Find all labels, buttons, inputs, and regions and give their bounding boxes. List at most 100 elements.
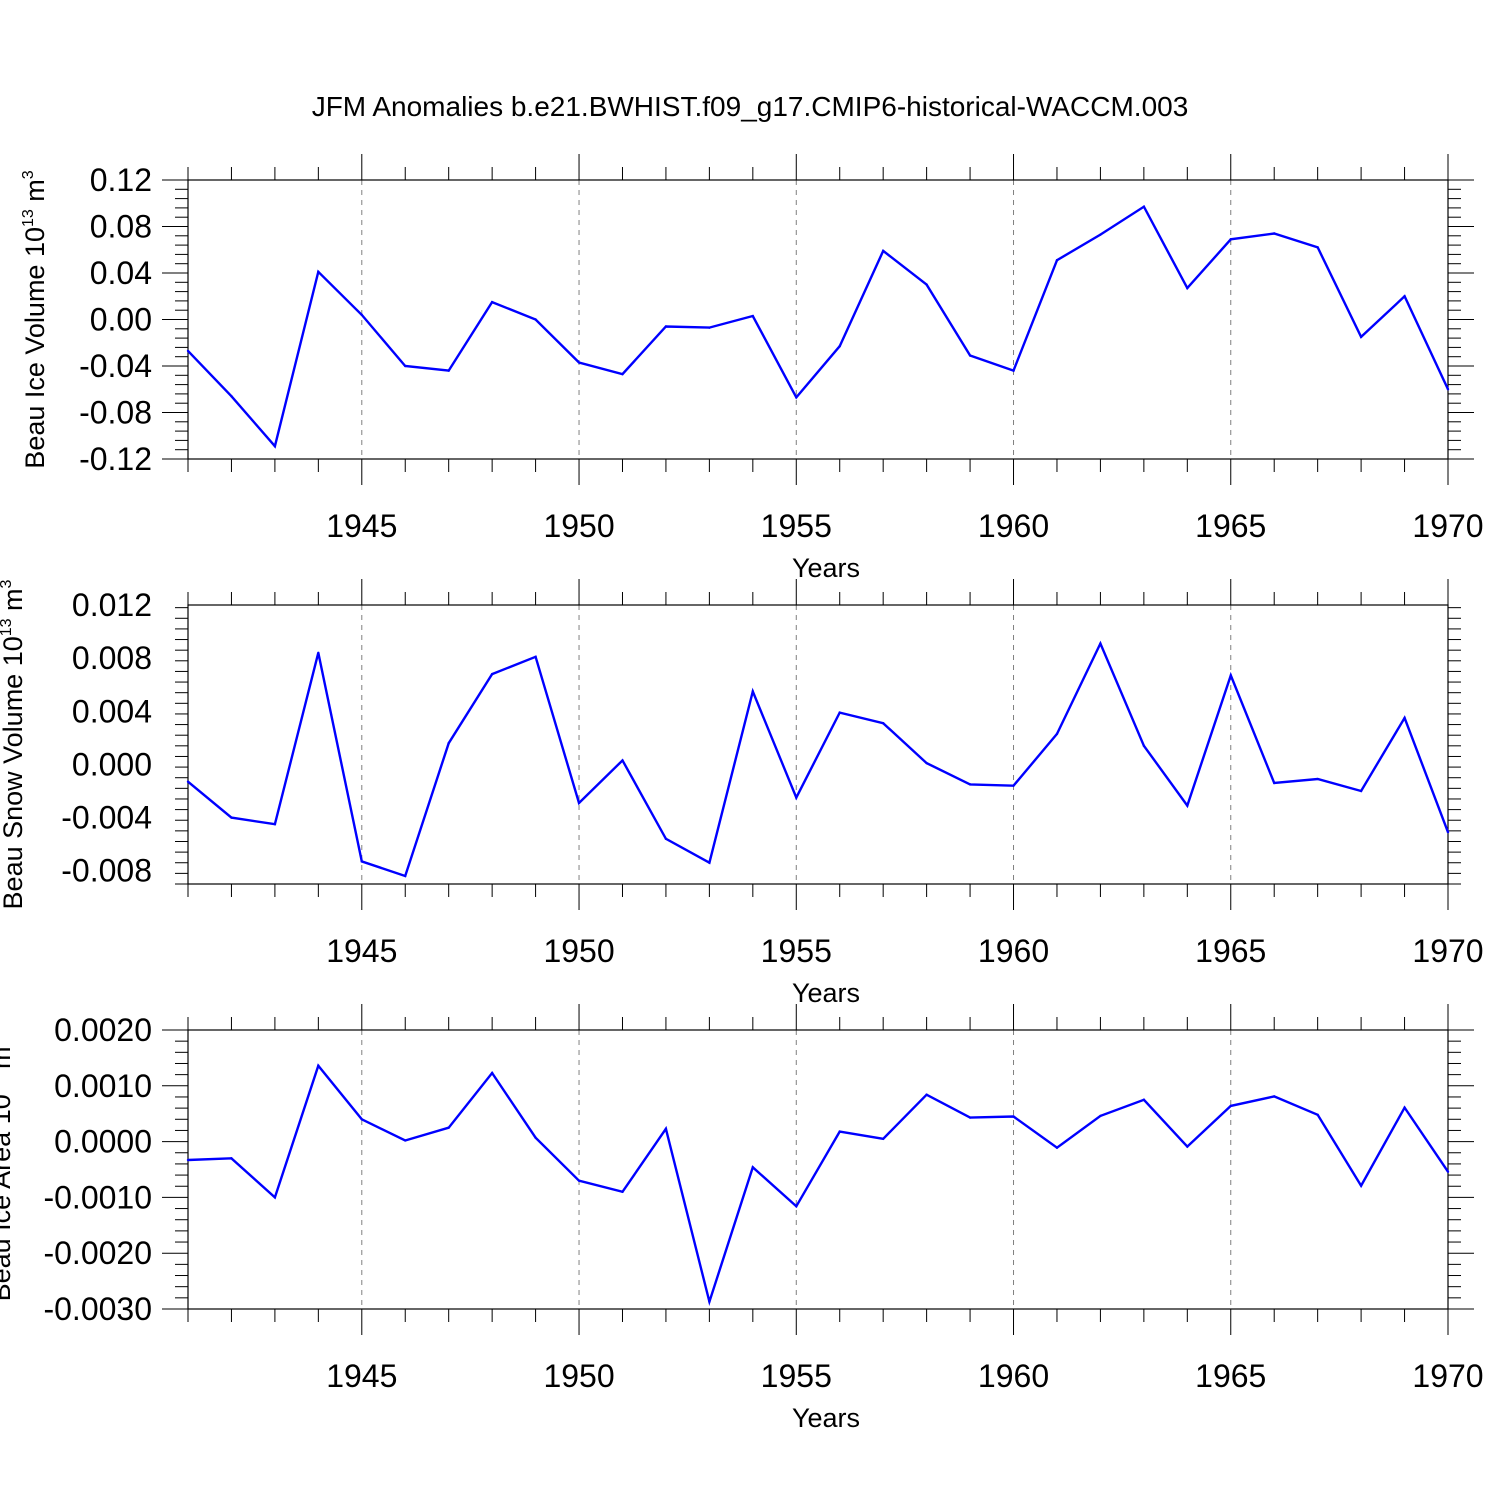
x-tick-label: 1945 [326,933,397,969]
data-point [968,1116,972,1119]
x-axis-label: Years [792,978,860,1008]
data-point [1273,1095,1276,1098]
data-point [968,783,972,786]
data-point [273,445,277,448]
data-point [621,372,624,376]
data-point [1359,1184,1363,1187]
data-point [534,655,537,659]
x-tick-label: 1945 [326,1358,397,1394]
x-tick-label: 1955 [761,933,832,969]
data-point [664,837,668,841]
panel-snow-volume: 1945 1950 1955 1960 1965 1970 0.012 0.008 0.004 0… [0,579,1484,1008]
data-point [1229,674,1232,677]
x-tick-label: 1950 [543,508,614,544]
data-point [795,1205,798,1208]
x-axis-label: Years [792,553,860,583]
data-point [1099,233,1102,236]
x-tick-label: 1955 [761,508,832,544]
data-point [751,690,755,693]
data-point [1012,369,1015,372]
data-point [1403,1106,1406,1109]
data-point [751,1166,755,1169]
data-point [795,396,798,399]
x-tick-label: 1970 [1412,1358,1483,1394]
data-point [881,249,885,253]
data-point [230,816,233,819]
x-tick-label: 1965 [1195,933,1266,969]
data-point [360,860,363,863]
y-tick-label: -0.0010 [43,1179,152,1215]
y-tick-label: -0.0020 [43,1235,152,1271]
y-tick-label: -0.08 [79,395,152,431]
x-tick-label: 1945 [326,508,397,544]
y-tick-label: 0.000 [72,746,152,782]
data-point [230,1157,233,1160]
y-tick-label: 0.012 [72,587,152,623]
y-tick-label: 0.0010 [54,1068,152,1104]
data-point [664,1127,668,1130]
data-point [838,1130,841,1133]
x-tick-label: 1960 [978,508,1049,544]
data-point [404,1139,407,1142]
data-point [925,283,928,286]
plot-frame [187,604,1449,885]
data-point [1055,1146,1059,1149]
panels: 1945 1950 1955 1960 1965 1970 0.12 0.08 0.04 0.00… [0,154,1484,1433]
y-tick-label: 0.12 [90,162,152,198]
data-point [490,672,494,676]
x-tick-label: 1950 [543,933,614,969]
data-point [1446,1170,1450,1173]
data-point [1186,286,1189,290]
y-tick-label: -0.12 [79,441,152,477]
data-point [317,651,320,655]
data-point [447,1126,450,1129]
data-point [1273,781,1276,785]
x-axis-label: Years [792,1403,860,1433]
x-tick-label: 1960 [978,933,1049,969]
data-point [621,1190,624,1194]
data-point [1446,388,1450,391]
x-tick-label: 1970 [1412,508,1483,544]
data-point [1186,804,1189,807]
y-tick-label: -0.04 [79,348,152,384]
y-tick-label: 0.004 [72,693,152,729]
data-point [621,759,624,762]
plot-frame [187,179,1449,460]
data-point [360,313,363,317]
plot-frame [187,1029,1449,1310]
data-point [708,861,711,864]
data-point [490,1071,494,1075]
data-point [1012,1115,1015,1118]
data-point [664,325,668,328]
data-point [1316,1113,1319,1117]
data-point [1055,259,1059,262]
data-point [1229,238,1232,241]
data-point [273,823,277,826]
panel-ice-area: 1945 1950 1955 1960 1965 1970 0.0020 0.0010 0.00… [0,1004,1484,1433]
y-tick-label: -0.008 [61,853,152,889]
data-point [708,326,711,329]
data-point [577,361,581,364]
y-tick-label: 0.08 [90,209,152,245]
data-point [1099,642,1102,645]
y-axis-label: Beau Snow Volume 1013 m3 [0,579,28,909]
data-point [186,1158,190,1162]
data-point [1142,744,1146,748]
x-tick-label: 1965 [1195,508,1266,544]
data-point [1055,732,1059,736]
data-point [447,369,450,372]
y-tick-label: 0.0020 [54,1012,152,1048]
data-point [273,1196,277,1199]
x-tick-label: 1960 [978,1358,1049,1394]
data-point [404,874,407,878]
data-point [881,722,885,725]
data-point [925,761,928,765]
chart-title: JFM Anomalies b.e21.BWHIST.f09_g17.CMIP6… [312,91,1189,122]
data-point [1273,232,1276,235]
y-tick-label: 0.008 [72,640,152,676]
data-point [795,796,798,799]
data-point [1229,1104,1232,1108]
data-point [404,364,407,368]
x-tick-label: 1970 [1412,933,1483,969]
